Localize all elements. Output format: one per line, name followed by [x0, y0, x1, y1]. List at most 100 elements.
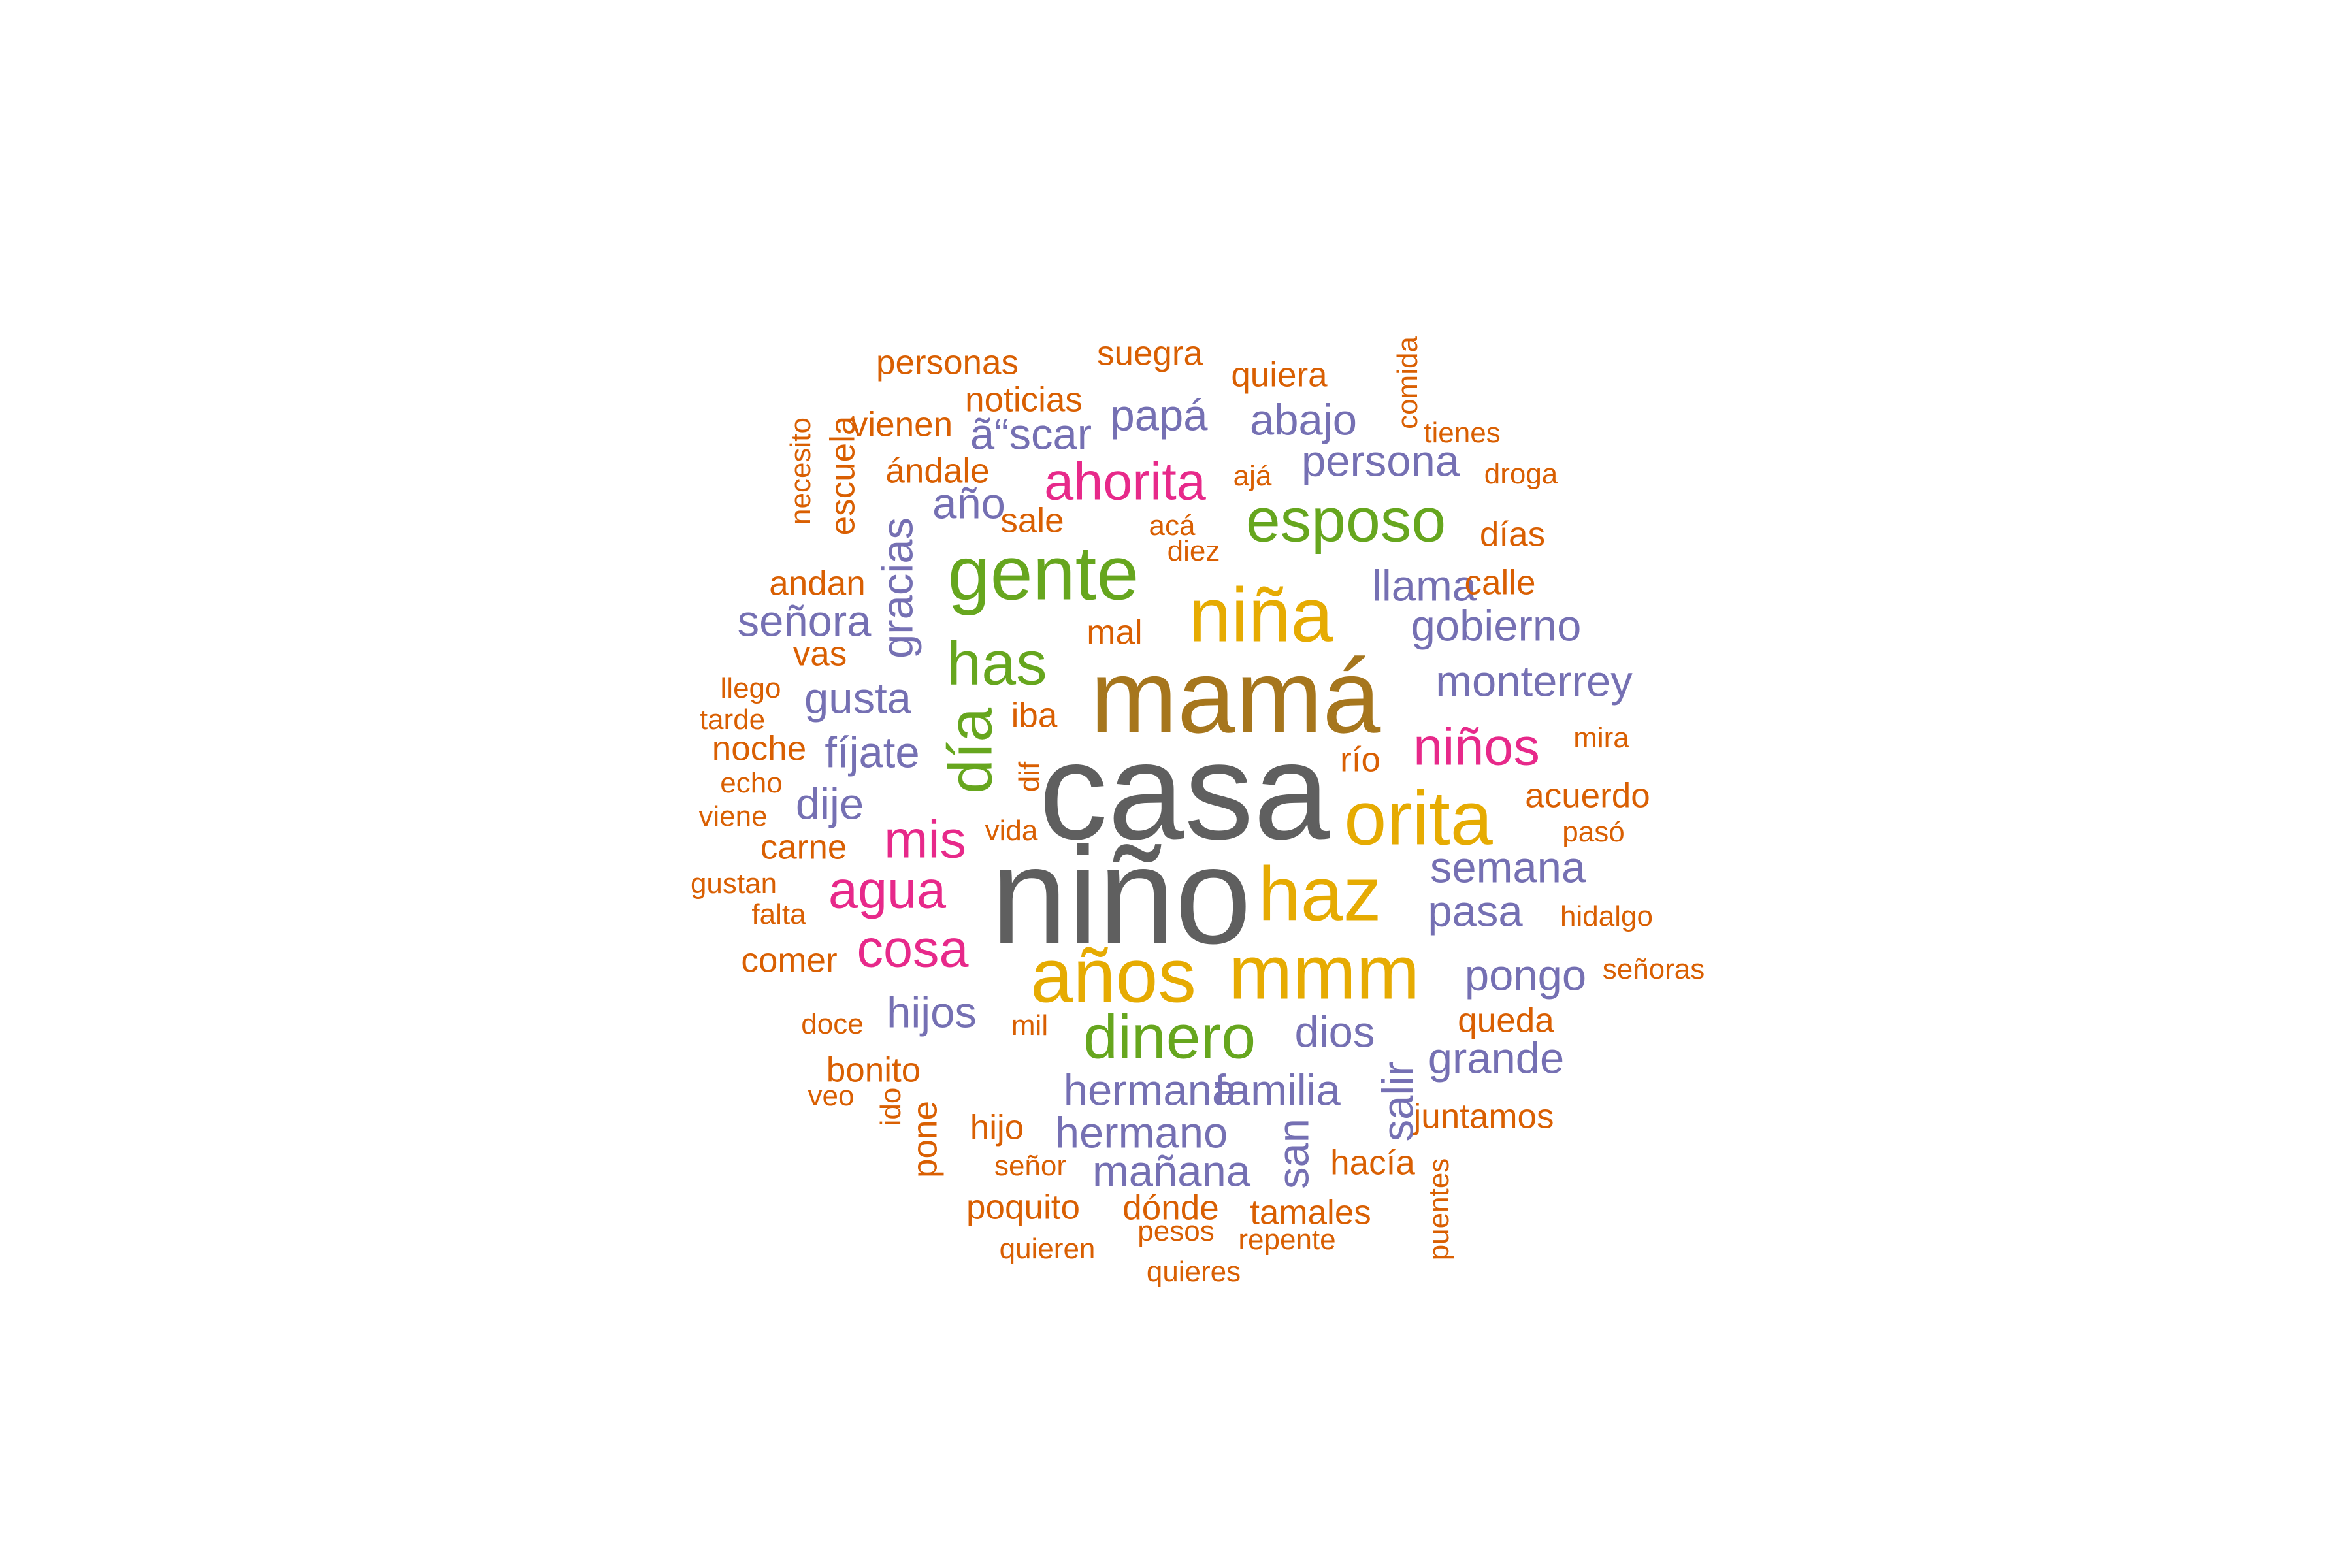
cloud-word: noche: [711, 729, 807, 768]
cloud-word: cosa: [857, 919, 969, 979]
cloud-word: hijos: [887, 988, 977, 1037]
cloud-word: noticias: [965, 380, 1083, 419]
cloud-word: niños: [1413, 717, 1540, 777]
cloud-word: comida: [1392, 336, 1424, 429]
cloud-word: fíjate: [825, 728, 920, 777]
cloud-word: agua: [828, 860, 947, 920]
cloud-word: queda: [1458, 1001, 1554, 1040]
cloud-word: persona: [1301, 436, 1460, 486]
cloud-word: hidalgo: [1560, 900, 1653, 932]
cloud-word: echo: [720, 767, 783, 799]
cloud-word: niño: [990, 818, 1252, 973]
cloud-word: ajá: [1233, 460, 1272, 492]
cloud-word: señora: [737, 596, 872, 646]
cloud-word: tarde: [699, 704, 766, 736]
cloud-word: vida: [985, 815, 1038, 847]
cloud-word: mmm: [1228, 929, 1420, 1015]
cloud-word: vienen: [850, 405, 953, 444]
cloud-word: carne: [760, 828, 847, 867]
cloud-word: gobierno: [1411, 601, 1582, 651]
cloud-word: esposo: [1245, 485, 1446, 555]
cloud-word: mis: [884, 810, 966, 870]
cloud-word: bonito: [826, 1051, 921, 1090]
cloud-word: ido: [875, 1087, 907, 1126]
cloud-word: mal: [1086, 613, 1143, 652]
cloud-word: ã“scar: [970, 410, 1092, 459]
cloud-word: pesos: [1137, 1215, 1215, 1247]
cloud-word: puentes: [1423, 1158, 1455, 1261]
cloud-word: san: [1269, 1118, 1318, 1190]
cloud-word: señor: [994, 1150, 1067, 1182]
cloud-word: pasa: [1428, 887, 1523, 936]
cloud-word: familia: [1214, 1066, 1341, 1115]
cloud-word: dónde: [1122, 1188, 1219, 1228]
cloud-word: casa: [1039, 713, 1330, 868]
cloud-word: vas: [792, 634, 847, 674]
cloud-word: droga: [1484, 458, 1558, 490]
cloud-word: día: [936, 707, 1005, 794]
cloud-word: necesito: [785, 417, 817, 525]
cloud-word: orita: [1344, 775, 1493, 861]
cloud-word: llego: [720, 672, 781, 704]
cloud-word: llama: [1371, 561, 1477, 611]
cloud-word: pasó: [1562, 816, 1625, 848]
cloud-word: niña: [1188, 572, 1333, 658]
cloud-word: veo: [808, 1080, 855, 1112]
cloud-word: dif: [1013, 761, 1045, 792]
cloud-word: andan: [769, 564, 866, 603]
cloud-word: hermana: [1063, 1066, 1237, 1115]
cloud-word: semana: [1429, 843, 1586, 892]
cloud-word: sale: [1000, 501, 1064, 540]
cloud-word: papá: [1110, 391, 1208, 440]
cloud-word: gracias: [873, 517, 923, 659]
cloud-word: mañana: [1092, 1147, 1251, 1196]
cloud-word: pone: [906, 1101, 945, 1178]
cloud-word: quiera: [1231, 355, 1328, 395]
cloud-word: diez: [1167, 535, 1220, 567]
cloud-word: calle: [1464, 563, 1536, 602]
cloud-word: dije: [795, 779, 864, 829]
cloud-word: río: [1340, 740, 1380, 779]
cloud-word: quieren: [999, 1233, 1096, 1265]
cloud-word: gusta: [804, 674, 911, 723]
cloud-word: ándale: [885, 451, 990, 491]
cloud-word: pongo: [1464, 951, 1587, 1000]
cloud-word: días: [1479, 515, 1546, 554]
cloud-word: quieres: [1146, 1256, 1241, 1288]
cloud-word: has: [947, 629, 1047, 698]
cloud-word: dinero: [1083, 1002, 1256, 1072]
cloud-word: mamá: [1090, 638, 1381, 755]
cloud-word: acá: [1149, 510, 1196, 542]
cloud-word: gente: [947, 530, 1139, 616]
cloud-word: poquito: [966, 1188, 1080, 1227]
cloud-word: tamales: [1250, 1193, 1371, 1232]
cloud-word: hacía: [1330, 1143, 1415, 1183]
cloud-word: años: [1030, 932, 1196, 1019]
cloud-word: doce: [801, 1008, 864, 1040]
cloud-word: personas: [875, 343, 1019, 382]
cloud-word: año: [932, 479, 1005, 529]
cloud-word: grande: [1428, 1034, 1565, 1083]
cloud-word: suegra: [1096, 334, 1203, 373]
cloud-word: haz: [1258, 851, 1382, 937]
cloud-word: ahorita: [1044, 452, 1206, 512]
cloud-word: repente: [1238, 1224, 1336, 1256]
cloud-word: juntamos: [1413, 1097, 1554, 1136]
cloud-word: tienes: [1424, 417, 1501, 449]
cloud-word: monterrey: [1435, 657, 1633, 706]
cloud-word: dios: [1294, 1007, 1375, 1057]
cloud-word: hijo: [970, 1108, 1024, 1147]
cloud-word: comer: [741, 941, 838, 980]
cloud-word: gustan: [690, 868, 777, 900]
cloud-word: señoras: [1602, 953, 1705, 985]
cloud-word: iba: [1011, 696, 1058, 735]
cloud-word: mil: [1011, 1009, 1049, 1041]
cloud-word: abajo: [1250, 395, 1357, 445]
cloud-word: hermano: [1054, 1108, 1228, 1158]
cloud-word: escuela: [823, 416, 862, 536]
cloud-word: mira: [1573, 722, 1629, 754]
cloud-word: falta: [751, 898, 806, 930]
cloud-word: acuerdo: [1525, 776, 1650, 815]
cloud-word: viene: [698, 800, 768, 832]
